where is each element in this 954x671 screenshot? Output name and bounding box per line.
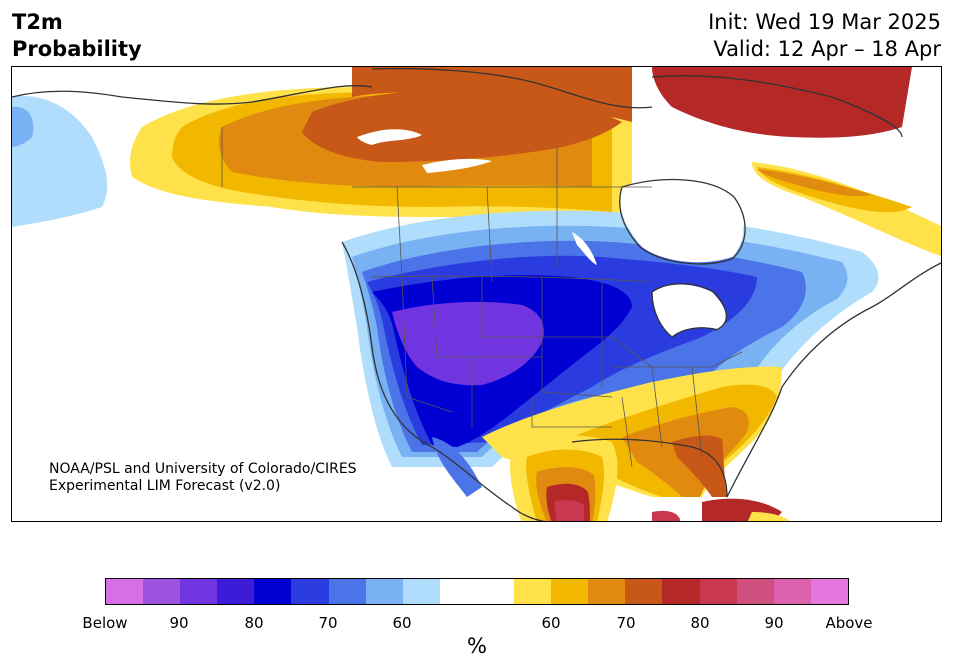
us-below-90 [392, 301, 544, 386]
colorbar-segment [551, 579, 589, 604]
lake-winnipeg [572, 232, 597, 265]
map-canvas [12, 67, 941, 521]
colorbar-segment [736, 579, 774, 604]
colorbar-segment [810, 579, 848, 604]
great-bear-lake [357, 129, 422, 145]
probability-map [11, 66, 942, 522]
great-slave-lake [422, 158, 492, 173]
colorbar-tick: 70 [318, 614, 338, 632]
canada-above-75 [302, 90, 622, 162]
colorbar-segment [588, 579, 626, 604]
colorbar-segment [699, 579, 737, 604]
alaska-below-60 [12, 96, 108, 228]
colorbar-tick: 70 [616, 614, 636, 632]
credit-text: NOAA/PSL and University of Colorado/CIRE… [49, 461, 357, 495]
colorbar-unit: % [467, 634, 487, 658]
credit-line-2: Experimental LIM Forecast (v2.0) [49, 478, 281, 494]
greenland-above-80 [652, 67, 912, 138]
colorbar-tick: 80 [244, 614, 264, 632]
colorbar-tick: 60 [392, 614, 412, 632]
colorbar [105, 578, 849, 605]
coastlines [12, 67, 941, 521]
colorbar-segment [365, 579, 403, 604]
colorbar-segment [625, 579, 663, 604]
florida-above-75 [672, 435, 727, 497]
colorbar-segment [328, 579, 366, 604]
hispaniola-above-85 [652, 510, 680, 521]
political-borders [221, 127, 743, 468]
colorbar-tick: 90 [169, 614, 189, 632]
colorbar-segment [662, 579, 700, 604]
colorbar-segment [143, 579, 181, 604]
colorbar-segment [180, 579, 218, 604]
title-line-2: Probability [12, 37, 142, 61]
colorbar-segment [254, 579, 292, 604]
colorbar-tick-above: Above [825, 614, 873, 632]
forecast-dates: Init: Wed 19 Mar 2025 Valid: 12 Apr – 18… [708, 9, 941, 63]
alaska-below-65 [12, 106, 34, 147]
colorbar-segment [291, 579, 329, 604]
colorbar-segment [402, 579, 440, 604]
valid-dates: Valid: 12 Apr – 18 Apr [713, 37, 941, 61]
colorbar-segment [514, 579, 552, 604]
great-lakes [652, 284, 727, 337]
arctic-above-75 [352, 67, 632, 122]
colorbar-segment [773, 579, 811, 604]
title-line-1: T2m [12, 10, 63, 34]
init-date: Init: Wed 19 Mar 2025 [708, 10, 941, 34]
credit-line-1: NOAA/PSL and University of Colorado/CIRE… [49, 461, 357, 477]
labrador-above-70 [757, 169, 872, 197]
colorbar-tick-below: Below [82, 614, 128, 632]
colorbar-tick: 60 [541, 614, 561, 632]
baja-below-70 [432, 437, 482, 497]
colorbar-segment [217, 579, 255, 604]
hudson-bay [620, 181, 744, 263]
colorbar-segment [476, 579, 515, 604]
colorbar-tick: 80 [690, 614, 710, 632]
chart-title: T2m Probability [12, 9, 142, 63]
colorbar-segment [439, 579, 477, 604]
mexico-above-85 [554, 500, 584, 521]
colorbar-segment [106, 579, 144, 604]
colorbar-tick: 90 [764, 614, 784, 632]
caribbean-above-60 [747, 512, 790, 521]
